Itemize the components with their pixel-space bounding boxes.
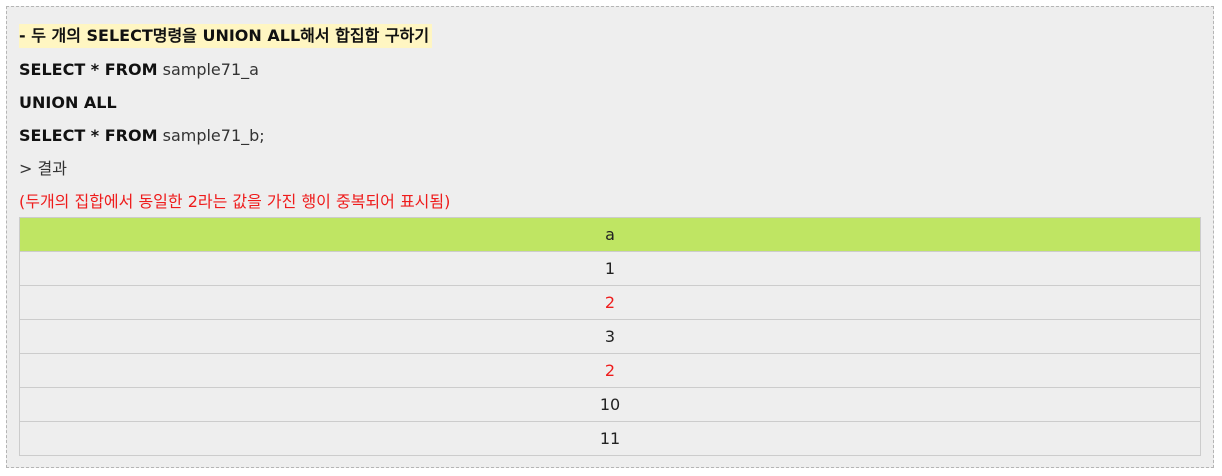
- sql-line-select-a: SELECT * FROM sample71_a: [19, 58, 259, 82]
- sql-line-select-b: SELECT * FROM sample71_b;: [19, 124, 265, 148]
- sql-keyword: UNION ALL: [19, 93, 117, 112]
- table-cell-duplicate: 2: [19, 285, 1201, 320]
- table-cell: 3: [19, 319, 1201, 354]
- sql-line-union-all: UNION ALL: [19, 91, 117, 115]
- table-row: 3: [19, 319, 1201, 354]
- table-header-row: a: [19, 217, 1201, 252]
- sql-table-name: sample71_a: [157, 60, 259, 79]
- table-row: 10: [19, 387, 1201, 422]
- sql-keyword: SELECT * FROM: [19, 126, 158, 145]
- table-cell: 1: [19, 251, 1201, 286]
- section-heading: - 두 개의 SELECT명령을 UNION ALL해서 합집합 구하기: [19, 24, 433, 48]
- table-cell: 11: [19, 421, 1201, 456]
- table-row: 11: [19, 421, 1201, 456]
- sql-table-name: sample71_b;: [157, 126, 265, 145]
- table-row: 1: [19, 251, 1201, 286]
- duplicate-note: (두개의 집합에서 동일한 2라는 값을 가진 행이 중복되어 표시됨): [19, 192, 451, 211]
- sql-keyword: SELECT * FROM: [19, 60, 158, 79]
- table-cell: 10: [19, 387, 1201, 422]
- table-row: 2: [19, 285, 1201, 320]
- result-label: > 결과: [19, 159, 67, 178]
- result-table: a 1 2 3 2 10 11: [19, 217, 1201, 456]
- table-cell-duplicate: 2: [19, 353, 1201, 388]
- content-box: - 두 개의 SELECT명령을 UNION ALL해서 합집합 구하기 SEL…: [6, 6, 1214, 468]
- table-row: 2: [19, 353, 1201, 388]
- column-header-a: a: [19, 217, 1201, 252]
